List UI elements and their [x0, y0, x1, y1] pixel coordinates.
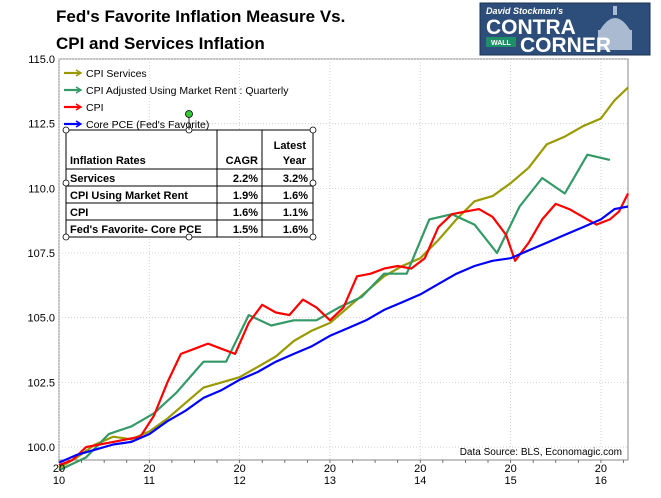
- y-tick-label: 112.5: [28, 119, 55, 131]
- table-header-latest-2: Year: [283, 155, 307, 167]
- legend-arrow-icon: [75, 86, 83, 94]
- table-row-latest: 1.6%: [283, 224, 308, 236]
- table-row-cagr: 1.9%: [233, 190, 258, 202]
- table-header-label: Inflation Rates: [70, 155, 146, 167]
- legend: CPI Services CPI Adjusted Using Market Re…: [64, 68, 289, 131]
- series-line: [58, 205, 629, 464]
- y-tick-label: 100.0: [27, 442, 55, 454]
- x-tick-label: 20: [143, 463, 155, 475]
- legend-entry: Core PCE (Fed's Favorite): [64, 119, 209, 131]
- legend-entry: CPI Services: [64, 68, 147, 80]
- table-row-cagr: 1.5%: [233, 224, 258, 236]
- legend-entry: CPI: [64, 102, 104, 114]
- inflation-rates-table: Inflation Rates CAGR Latest Year Service…: [62, 110, 317, 241]
- x-tick-label: 10: [53, 475, 65, 487]
- legend-arrow-icon: [75, 103, 83, 111]
- table-row-label: Fed's Favorite- Core PCE: [70, 224, 202, 236]
- contra-corner-logo: David Stockman's CONTRA WALL CORNER: [479, 2, 651, 57]
- logo-badge: WALL: [491, 40, 512, 47]
- y-axis: 100.0 102.5 105.0 107.5 110.0 112.5 115.0: [27, 54, 55, 454]
- table-row-latest: 3.2%: [283, 173, 308, 185]
- table-row-label: Services: [70, 173, 115, 185]
- series-lines: [58, 86, 629, 472]
- x-tick-label: 20: [53, 463, 65, 475]
- x-tick-label: 16: [595, 475, 607, 487]
- logo-subtitle: David Stockman's: [486, 6, 563, 16]
- data-source: Data Source: BLS, Economagic.com: [460, 447, 622, 458]
- x-tick-label: 20: [234, 463, 246, 475]
- chart-title-line-2: CPI and Services Inflation: [56, 34, 265, 53]
- logo-word-contra: CONTRA: [486, 16, 576, 39]
- y-tick-label: 105.0: [27, 313, 55, 325]
- legend-arrow-icon: [75, 120, 83, 128]
- table-row-cagr: 2.2%: [233, 173, 258, 185]
- table-header-cagr: CAGR: [226, 155, 258, 167]
- y-tick-label: 107.5: [27, 248, 55, 260]
- table-header-latest-1: Latest: [274, 140, 307, 152]
- legend-label: Core PCE (Fed's Favorite): [86, 119, 209, 131]
- plot-area: [58, 58, 629, 472]
- legend-label: CPI Adjusted Using Market Rent : Quarter…: [86, 85, 289, 97]
- x-tick-label: 14: [414, 475, 426, 487]
- table-row-label: CPI Using Market Rent: [70, 190, 188, 202]
- legend-label: CPI: [86, 102, 104, 114]
- legend-entry: CPI Adjusted Using Market Rent : Quarter…: [64, 85, 289, 97]
- x-tick-label: 15: [504, 475, 516, 487]
- x-tick-label: 20: [324, 463, 336, 475]
- table-row-label: CPI: [70, 207, 88, 219]
- x-tick-label: 20: [414, 463, 426, 475]
- y-tick-label: 102.5: [27, 377, 55, 389]
- x-tick-label: 11: [144, 475, 155, 487]
- capitol-icon: [598, 6, 632, 50]
- table-row-latest: 1.1%: [283, 207, 308, 219]
- x-tick-label: 20: [595, 463, 607, 475]
- series-line: [58, 193, 629, 467]
- x-tick-label: 12: [234, 475, 246, 487]
- chart-title-line-1: Fed's Favorite Inflation Measure Vs.: [56, 7, 345, 26]
- x-tick-label: 20: [504, 463, 516, 475]
- table-row-latest: 1.6%: [283, 190, 308, 202]
- y-tick-label: 110.0: [28, 183, 55, 195]
- logo-word-corner: CORNER: [520, 34, 611, 57]
- x-tick-label: 13: [324, 475, 336, 487]
- table-row-cagr: 1.6%: [233, 207, 258, 219]
- grid-lines: [58, 58, 628, 460]
- legend-arrow-icon: [75, 69, 83, 77]
- series-line: [58, 86, 629, 469]
- legend-label: CPI Services: [86, 68, 147, 80]
- y-tick-label: 115.0: [28, 54, 55, 66]
